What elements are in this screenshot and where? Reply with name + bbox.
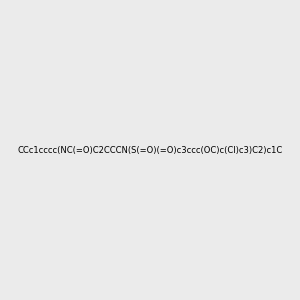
- Text: CCc1cccc(NC(=O)C2CCCN(S(=O)(=O)c3ccc(OC)c(Cl)c3)C2)c1C: CCc1cccc(NC(=O)C2CCCN(S(=O)(=O)c3ccc(OC)…: [17, 146, 283, 154]
